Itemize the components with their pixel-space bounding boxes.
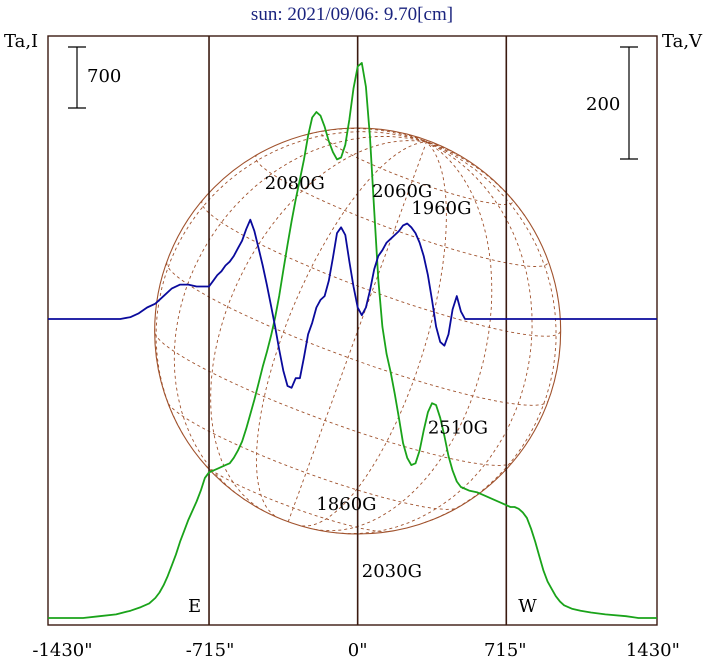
chart-title: sun: 2021/09/06: 9.70[cm]: [251, 4, 453, 25]
series-line-stokes-v: [48, 218, 657, 389]
longitude-line: [210, 140, 427, 512]
right-axis-label: Ta,V: [662, 31, 703, 52]
longitude-line: [426, 141, 437, 145]
longitude-line: [314, 141, 493, 532]
field-annotation: 1860G: [316, 494, 376, 515]
x-axis: -1430" -715" 0" 715" 1430": [32, 640, 680, 661]
field-annotation: 2510G: [428, 418, 488, 439]
scale-bar-label: 200: [586, 94, 620, 115]
field-annotation: 1960G: [411, 198, 471, 219]
scale-bar-label: 700: [87, 66, 121, 87]
x-tick-label: -715": [186, 640, 235, 661]
data-series: [48, 62, 657, 619]
left-axis-label: Ta,I: [4, 31, 38, 52]
field-annotation: 2080G: [265, 173, 325, 194]
x-tick-label: 0": [348, 640, 368, 661]
series-line-stokes-i: [48, 62, 657, 619]
longitude-line: [417, 136, 427, 143]
longitude-line: [391, 130, 427, 143]
latitude-line: [255, 154, 549, 267]
x-tick-label: 1430": [626, 640, 680, 661]
longitude-line: [155, 131, 427, 435]
field-annotation: 2030G: [362, 561, 422, 582]
longitude-line: [424, 141, 557, 524]
field-annotation: 2060G: [372, 181, 432, 202]
x-tick-label: 715": [484, 640, 527, 661]
latitude-line: [154, 333, 512, 466]
scale-bars: 700 200: [68, 46, 638, 160]
plot-frame: [47, 35, 658, 626]
latitude-line: [321, 130, 514, 206]
longitude-line: [302, 141, 447, 527]
longitude-line: [426, 141, 526, 216]
latitude-line: [167, 403, 457, 510]
limb-label: W: [518, 596, 537, 617]
longitude-line: [173, 136, 427, 501]
limb-label: E: [188, 596, 201, 617]
longitude-line: [335, 141, 533, 535]
x-tick-label: -1430": [32, 640, 92, 661]
longitude-line: [255, 141, 427, 517]
longitude-line: [303, 128, 427, 143]
longitude-line: [287, 141, 427, 522]
